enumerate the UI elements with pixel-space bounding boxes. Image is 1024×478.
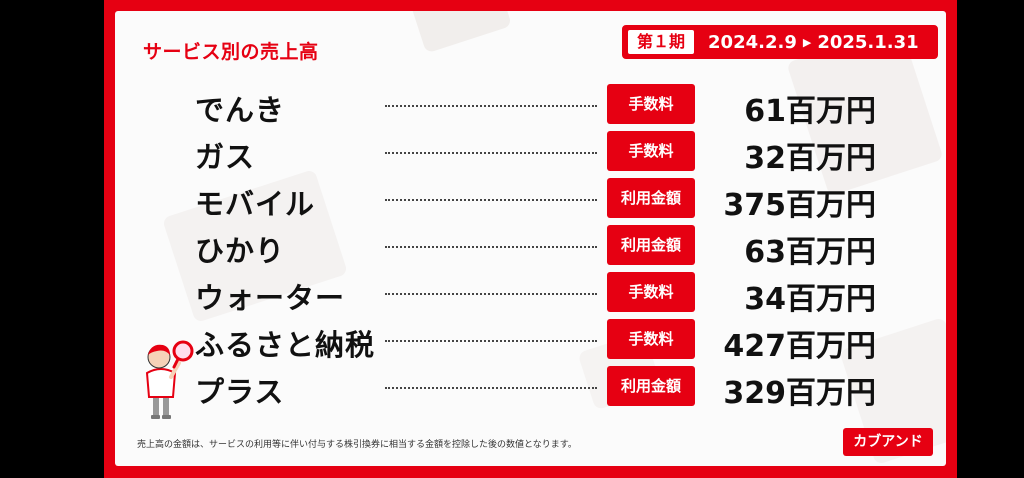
dotted-leader — [385, 246, 597, 248]
service-name: プラス — [195, 375, 285, 409]
list-item: プラス 利用金額 329百万円 — [115, 365, 946, 411]
metric-tag: 手数料 — [607, 84, 695, 124]
amount-value: 427百万円 — [723, 329, 876, 364]
dotted-leader — [385, 199, 597, 201]
list-item: でんき 手数料 61百万円 — [115, 83, 946, 129]
magnifier-mascot-icon — [145, 340, 194, 419]
list-item: ひかり 利用金額 63百万円 — [115, 224, 946, 270]
slide-card: サービス別の売上高 第１期 2024.2.9 ▶ 2025.1.31 でんき 手… — [115, 11, 946, 466]
period-end: 2025.1.31 — [817, 31, 919, 53]
brand-logo: カブアンド — [843, 428, 933, 456]
metric-tag: 利用金額 — [607, 178, 695, 218]
amount-value: 329百万円 — [723, 376, 876, 411]
period-dates: 2024.2.9 ▶ 2025.1.31 — [708, 32, 919, 53]
service-name: ウォーター — [195, 281, 346, 315]
period-badge: 第１期 2024.2.9 ▶ 2025.1.31 — [622, 25, 938, 59]
dotted-leader — [385, 387, 597, 389]
dotted-leader — [385, 105, 597, 107]
amount-value: 375百万円 — [723, 188, 876, 223]
metric-tag: 手数料 — [607, 272, 695, 312]
dotted-leader — [385, 293, 597, 295]
amount-value: 63百万円 — [744, 235, 876, 270]
slide-frame: サービス別の売上高 第１期 2024.2.9 ▶ 2025.1.31 でんき 手… — [104, 0, 957, 478]
amount-value: 61百万円 — [744, 94, 876, 129]
dotted-leader — [385, 152, 597, 154]
page-title: サービス別の売上高 — [143, 41, 319, 63]
service-name: ふるさと納税 — [195, 328, 376, 362]
play-arrow-icon: ▶ — [802, 35, 812, 49]
period-label: 第１期 — [628, 30, 695, 54]
service-name: ひかり — [195, 234, 286, 268]
list-item: モバイル 利用金額 375百万円 — [115, 177, 946, 223]
decorative-shape — [407, 11, 513, 54]
service-name: モバイル — [195, 187, 316, 221]
list-item: ガス 手数料 32百万円 — [115, 130, 946, 176]
metric-tag: 利用金額 — [607, 366, 695, 406]
list-item: ふるさと納税 手数料 427百万円 — [115, 318, 946, 364]
metric-tag: 利用金額 — [607, 225, 695, 265]
list-item: ウォーター 手数料 34百万円 — [115, 271, 946, 317]
dotted-leader — [385, 340, 597, 342]
metric-tag: 手数料 — [607, 131, 695, 171]
footnote: 売上高の金額は、サービスの利用等に伴い付与する株引換券に相当する金額を控除した後… — [137, 440, 577, 450]
period-start: 2024.2.9 — [708, 31, 797, 53]
amount-value: 32百万円 — [744, 141, 876, 176]
amount-value: 34百万円 — [744, 282, 876, 317]
service-name: でんき — [195, 93, 286, 127]
service-name: ガス — [195, 140, 256, 174]
metric-tag: 手数料 — [607, 319, 695, 359]
